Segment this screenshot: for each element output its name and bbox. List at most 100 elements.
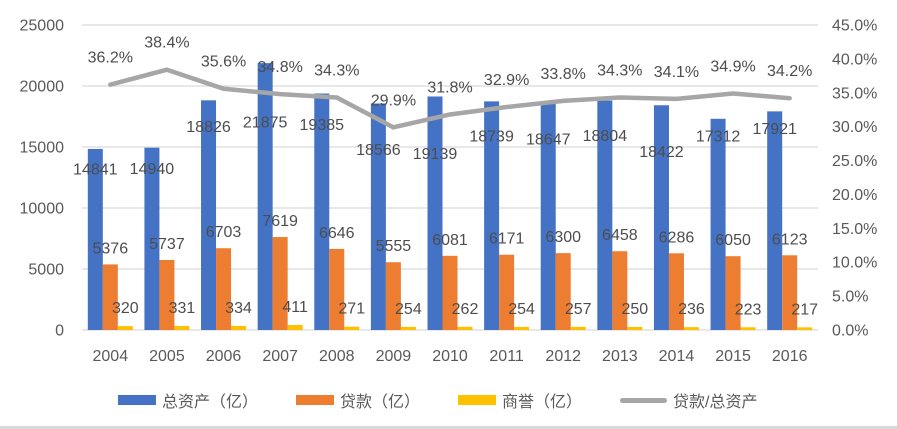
label-贷款/总资产-2010: 31.8%	[427, 79, 472, 96]
legend-swatch-贷款/总资产	[620, 397, 668, 403]
bar-贷款（亿）-2008	[329, 248, 345, 330]
label-总资产（亿）-2012: 18647	[526, 131, 571, 148]
legend-label-贷款/总资产: 贷款/总资产	[673, 394, 758, 411]
tick-right-35.0%: 35.0%	[832, 85, 877, 102]
bar-总资产（亿）-2010	[427, 96, 443, 330]
label-贷款/总资产-2013: 34.3%	[597, 63, 642, 80]
bar-商誉（亿）-2015	[740, 327, 756, 330]
bar-商誉（亿）-2009	[400, 326, 416, 330]
label-总资产（亿）-2004: 14841	[73, 161, 118, 178]
label-贷款/总资产-2014: 34.1%	[654, 64, 699, 81]
label-商誉（亿）-2007: 411	[282, 299, 308, 316]
tick-left-5000: 5000	[28, 262, 64, 279]
bar-贷款（亿）-2013	[612, 251, 628, 330]
label-总资产（亿）-2006: 18826	[186, 119, 231, 136]
bar-商誉（亿）-2012	[570, 326, 586, 330]
tick-right-0.0%: 0.0%	[832, 323, 868, 340]
bar-贷款（亿）-2007	[272, 237, 288, 330]
legend-item-贷款/总资产: 贷款/总资产	[620, 388, 758, 412]
bar-总资产（亿）-2014	[653, 105, 669, 330]
tick-right-5.0%: 5.0%	[832, 289, 868, 306]
tick-right-45.0%: 45.0%	[832, 18, 877, 35]
label-贷款/总资产-2004: 36.2%	[88, 50, 133, 67]
legend-swatch-商誉（亿）	[458, 395, 497, 405]
chart-plot: 25000 20000 15000 10000 5000 0 45.0% 40.0% 35.0%…	[20, 18, 878, 366]
tick-x-2013: 2013	[602, 348, 638, 365]
legend-swatch-总资产（亿）	[118, 395, 156, 405]
label-贷款（亿）-2009: 5555	[376, 238, 412, 255]
bar-商誉（亿）-2010	[457, 326, 473, 330]
label-贷款/总资产-2016: 34.2%	[767, 63, 812, 80]
label-总资产（亿）-2008: 19385	[300, 117, 345, 134]
bar-商誉（亿）-2014	[683, 327, 699, 330]
label-贷款/总资产-2006: 35.6%	[201, 54, 246, 71]
legend-item-贷款（亿）: 贷款（亿）	[296, 388, 420, 412]
bar-总资产（亿）-2016	[767, 111, 783, 330]
label-总资产（亿）-2014: 18422	[639, 144, 684, 161]
label-贷款（亿）-2004: 5376	[93, 240, 129, 257]
label-贷款（亿）-2012: 6300	[545, 229, 581, 246]
label-贷款（亿）-2013: 6458	[602, 227, 638, 244]
label-商誉（亿）-2014: 236	[678, 301, 705, 318]
label-贷款（亿）-2015: 6050	[715, 232, 751, 249]
label-贷款/总资产-2005: 38.4%	[144, 35, 189, 52]
label-贷款/总资产-2011: 32.9%	[484, 72, 529, 89]
label-贷款（亿）-2014: 6286	[659, 229, 695, 246]
tick-x-2007: 2007	[262, 348, 298, 365]
bar-贷款（亿）-2010	[442, 255, 458, 330]
label-商誉（亿）-2016: 217	[791, 301, 818, 318]
tick-left-20000: 20000	[20, 79, 65, 96]
label-商誉（亿）-2004: 320	[112, 300, 139, 317]
bar-总资产（亿）-2004	[87, 148, 103, 330]
label-商誉（亿）-2009: 254	[395, 301, 422, 318]
label-商誉（亿）-2012: 257	[565, 301, 592, 318]
label-商誉（亿）-2010: 262	[452, 301, 479, 318]
bottom-border-line	[0, 426, 897, 429]
tick-x-2004: 2004	[93, 348, 129, 365]
tick-x-2010: 2010	[432, 348, 468, 365]
bar-总资产（亿）-2013	[597, 100, 613, 330]
label-商誉（亿）-2015: 223	[735, 301, 762, 318]
bar-总资产（亿）-2007	[257, 63, 273, 330]
bar-商誉（亿）-2006	[231, 325, 247, 330]
bar-贷款（亿）-2009	[385, 262, 401, 330]
tick-right-30.0%: 30.0%	[832, 119, 877, 136]
bar-商誉（亿）-2005	[174, 325, 190, 330]
label-贷款/总资产-2007: 34.8%	[257, 59, 302, 76]
label-贷款（亿）-2008: 6646	[319, 225, 355, 242]
tick-left-10000: 10000	[20, 201, 65, 218]
label-总资产（亿）-2005: 14940	[130, 161, 175, 178]
bar-贷款（亿）-2004	[102, 264, 118, 330]
bar-贷款（亿）-2016	[782, 255, 798, 330]
label-总资产（亿）-2011: 18739	[469, 129, 514, 146]
tick-left-0: 0	[55, 323, 64, 340]
legend-item-商誉（亿）: 商誉（亿）	[458, 388, 582, 412]
tick-x-2016: 2016	[772, 348, 808, 365]
label-总资产（亿）-2013: 18804	[583, 128, 628, 145]
bar-总资产（亿）-2008	[314, 93, 330, 331]
tick-right-15.0%: 15.0%	[832, 221, 877, 238]
tick-right-10.0%: 10.0%	[832, 255, 877, 272]
bar-商誉（亿）-2011	[514, 326, 530, 330]
label-总资产（亿）-2016: 17921	[752, 121, 797, 138]
label-商誉（亿）-2008: 271	[338, 301, 365, 318]
bar-贷款（亿）-2014	[668, 253, 684, 330]
bar-总资产（亿）-2011	[484, 101, 500, 330]
tick-x-2005: 2005	[149, 348, 185, 365]
label-商誉（亿）-2006: 334	[225, 300, 252, 317]
bar-贷款（亿）-2015	[725, 256, 741, 330]
line-贷款/总资产	[108, 67, 792, 130]
tick-right-20.0%: 20.0%	[832, 187, 877, 204]
tick-x-2006: 2006	[206, 348, 242, 365]
chart-legend: 总资产（亿） 贷款（亿） 商誉（亿） 贷款/总资产	[118, 388, 758, 412]
tick-x-2011: 2011	[489, 348, 524, 365]
label-贷款（亿）-2010: 6081	[432, 232, 468, 249]
bar-商誉（亿）-2008	[344, 326, 360, 330]
bar-贷款（亿）-2011	[499, 254, 515, 330]
tick-left-25000: 25000	[20, 18, 65, 35]
label-商誉（亿）-2011: 254	[508, 301, 535, 318]
bar-总资产（亿）-2006	[201, 100, 217, 330]
tick-x-2009: 2009	[376, 348, 412, 365]
label-商誉（亿）-2013: 250	[621, 301, 648, 318]
tick-right-25.0%: 25.0%	[832, 153, 877, 170]
